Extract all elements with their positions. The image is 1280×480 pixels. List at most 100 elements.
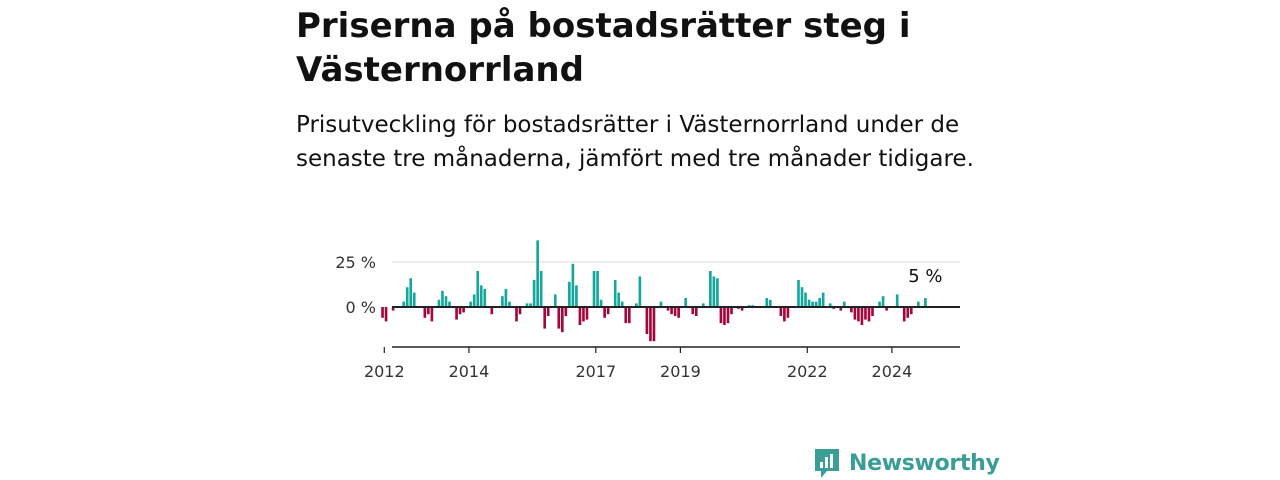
bar <box>779 307 783 316</box>
bar <box>902 307 906 322</box>
bar <box>490 307 494 315</box>
bar <box>596 271 599 307</box>
bar <box>437 299 441 307</box>
bar <box>821 292 825 307</box>
bar <box>462 307 465 313</box>
bar <box>515 307 518 322</box>
tick-labels: 25 % 0 % 2012 2014 2017 2019 2022 2024 5 % <box>335 253 942 381</box>
bar <box>917 301 920 307</box>
bar <box>694 307 698 316</box>
bar <box>649 307 652 342</box>
bar <box>666 307 670 311</box>
bar <box>659 301 663 307</box>
bar <box>518 307 522 315</box>
bar <box>839 307 843 311</box>
bar <box>691 307 695 315</box>
bar <box>895 294 899 307</box>
bar <box>857 307 860 322</box>
bar <box>924 298 927 307</box>
bar <box>560 307 564 333</box>
bar <box>701 303 705 307</box>
bar <box>786 307 790 318</box>
bar <box>483 289 487 307</box>
x-tick-label: 2017 <box>575 362 616 381</box>
bar <box>853 307 857 320</box>
bar <box>677 307 680 318</box>
bar <box>539 271 543 307</box>
axes <box>383 306 960 353</box>
bar <box>765 298 769 307</box>
x-tick-label: 2014 <box>449 362 490 381</box>
bar <box>842 301 846 307</box>
bar <box>405 287 409 307</box>
bar <box>606 307 610 315</box>
bar <box>635 303 638 307</box>
bar <box>409 278 413 307</box>
bar <box>557 307 561 329</box>
chart-title: Priserna på bostadsrätter steg i Västern… <box>296 6 911 90</box>
bar <box>811 301 814 307</box>
bar <box>885 307 888 311</box>
bar <box>652 307 656 342</box>
bar <box>881 296 885 307</box>
bar <box>613 280 617 307</box>
bar <box>423 307 427 318</box>
x-tick-label: 2022 <box>787 362 828 381</box>
bar <box>536 240 539 307</box>
bar <box>427 307 430 315</box>
bar <box>391 307 395 311</box>
bar <box>797 280 800 307</box>
bar <box>709 271 712 307</box>
bar <box>712 276 716 307</box>
bar <box>564 307 568 316</box>
bar <box>617 292 621 307</box>
bar <box>828 303 832 307</box>
bar <box>599 299 603 307</box>
bar <box>800 287 804 307</box>
last-value-label: 5 % <box>908 266 942 287</box>
bar <box>575 285 578 307</box>
bar <box>585 307 589 320</box>
bar <box>864 307 867 320</box>
y-tick-label: 25 % <box>335 253 376 272</box>
bar <box>860 307 864 325</box>
bar <box>444 296 448 307</box>
bar <box>783 307 786 322</box>
y-tick-label: 0 % <box>346 298 376 317</box>
newsworthy-brand: Newsworthy <box>813 446 1000 480</box>
brand-name: Newsworthy <box>849 450 1000 476</box>
bar <box>627 307 631 324</box>
bar <box>620 301 624 307</box>
chart-subtitle: Prisutveckling för bostadsrätter i Väste… <box>296 112 974 172</box>
bar <box>670 307 673 315</box>
bar <box>543 307 547 329</box>
bar <box>469 301 472 307</box>
bar <box>909 307 913 315</box>
x-tick-label: 2024 <box>872 362 913 381</box>
bar <box>582 307 585 322</box>
bar <box>472 294 476 307</box>
bar <box>412 292 416 307</box>
bar <box>476 271 480 307</box>
bar-series <box>381 240 927 342</box>
x-tick-label: 2012 <box>364 362 405 381</box>
bar <box>624 307 628 324</box>
bar <box>402 301 406 307</box>
bar <box>726 307 730 324</box>
bar <box>508 301 511 307</box>
newsworthy-logo-icon <box>815 449 839 478</box>
bar <box>603 307 606 318</box>
bar <box>384 307 388 322</box>
bar <box>804 292 807 307</box>
bar <box>553 294 557 307</box>
bar <box>448 301 451 307</box>
bar <box>578 307 582 325</box>
bar <box>684 298 688 307</box>
bar <box>525 303 529 307</box>
bar <box>441 290 444 307</box>
bar <box>504 289 508 307</box>
bar <box>850 307 853 313</box>
bar <box>906 307 910 318</box>
bar <box>878 301 881 307</box>
bar <box>723 307 726 325</box>
